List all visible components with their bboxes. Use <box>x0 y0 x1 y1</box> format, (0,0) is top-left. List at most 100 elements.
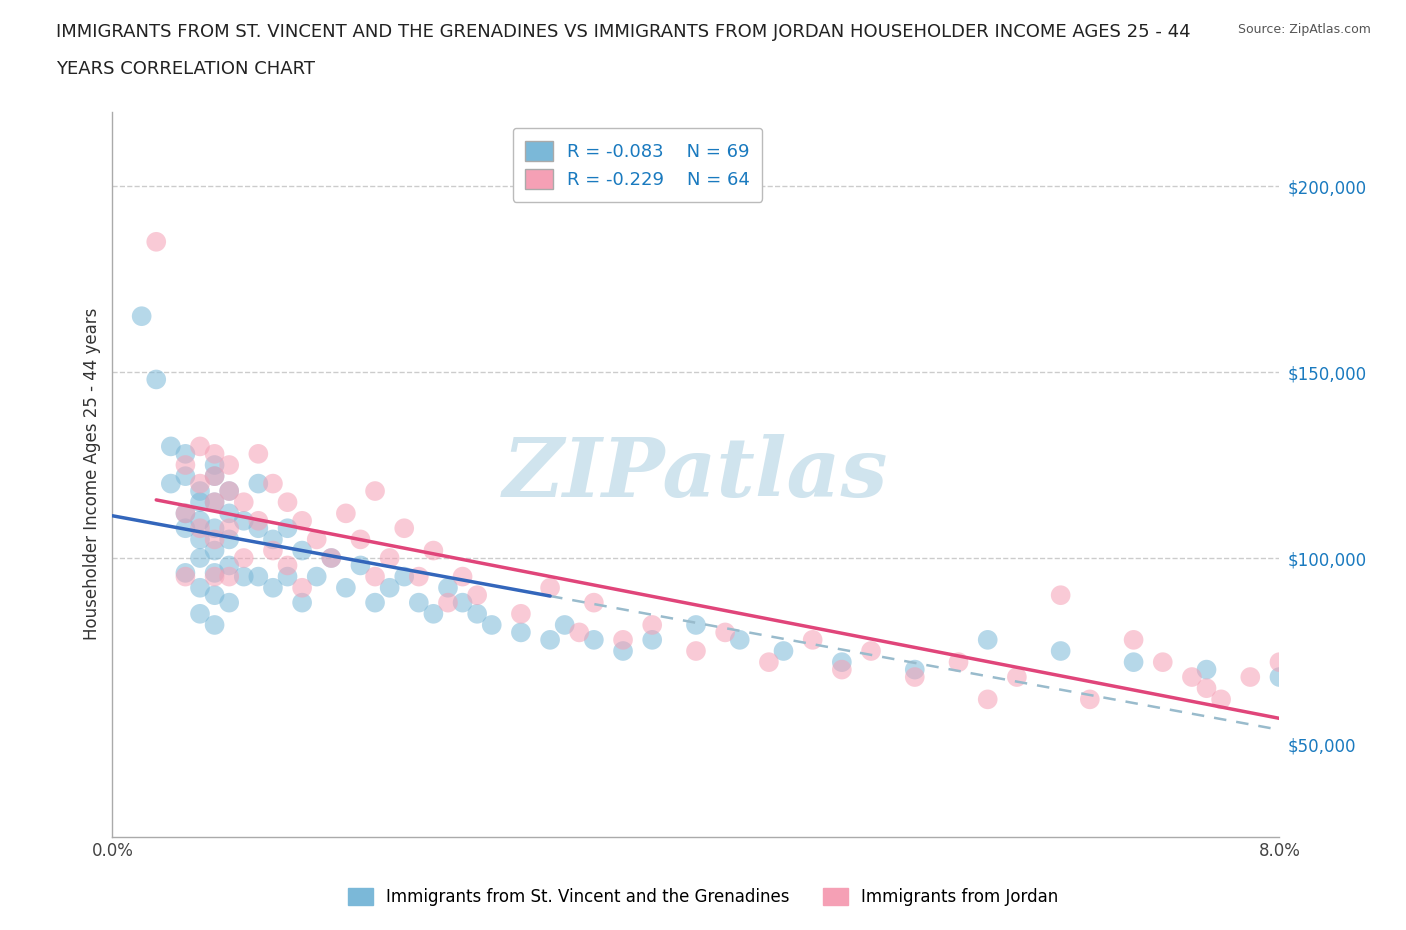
Point <box>364 595 387 610</box>
Point <box>262 580 284 595</box>
Y-axis label: Householder Income Ages 25 - 44 years: Householder Income Ages 25 - 44 years <box>83 308 101 641</box>
Point <box>554 618 576 632</box>
Point <box>188 521 211 536</box>
Point <box>204 618 226 632</box>
Point <box>218 595 240 610</box>
Point <box>394 521 416 536</box>
Point <box>831 662 853 677</box>
Point <box>349 558 371 573</box>
Point <box>204 495 226 510</box>
Point <box>1195 681 1218 696</box>
Point <box>1122 655 1144 670</box>
Point <box>305 569 328 584</box>
Point <box>247 513 270 528</box>
Point <box>612 632 634 647</box>
Text: YEARS CORRELATION CHART: YEARS CORRELATION CHART <box>56 60 315 78</box>
Point <box>305 532 328 547</box>
Point <box>685 618 707 632</box>
Point <box>582 632 605 647</box>
Point <box>1122 632 1144 647</box>
Point <box>218 484 240 498</box>
Point <box>232 495 254 510</box>
Point <box>204 469 226 484</box>
Point <box>408 569 430 584</box>
Point <box>204 521 226 536</box>
Point <box>204 495 226 510</box>
Point <box>568 625 591 640</box>
Point <box>948 655 970 670</box>
Point <box>451 569 474 584</box>
Point <box>1078 692 1101 707</box>
Point <box>218 569 240 584</box>
Point <box>291 543 314 558</box>
Point <box>451 595 474 610</box>
Point <box>218 521 240 536</box>
Point <box>188 532 211 547</box>
Legend: Immigrants from St. Vincent and the Grenadines, Immigrants from Jordan: Immigrants from St. Vincent and the Gren… <box>342 881 1064 912</box>
Point <box>1005 670 1028 684</box>
Point <box>641 618 664 632</box>
Point <box>188 580 211 595</box>
Point <box>364 484 387 498</box>
Point <box>408 595 430 610</box>
Point <box>232 569 254 584</box>
Point <box>1268 670 1291 684</box>
Text: Source: ZipAtlas.com: Source: ZipAtlas.com <box>1237 23 1371 36</box>
Point <box>481 618 503 632</box>
Point <box>364 569 387 584</box>
Point <box>335 506 357 521</box>
Point <box>758 655 780 670</box>
Point <box>685 644 707 658</box>
Point <box>291 513 314 528</box>
Point <box>204 569 226 584</box>
Point <box>976 692 998 707</box>
Point <box>831 655 853 670</box>
Point <box>262 532 284 547</box>
Point <box>262 476 284 491</box>
Point <box>321 551 343 565</box>
Point <box>1211 692 1233 707</box>
Point <box>218 532 240 547</box>
Point <box>232 513 254 528</box>
Point <box>160 476 183 491</box>
Text: IMMIGRANTS FROM ST. VINCENT AND THE GRENADINES VS IMMIGRANTS FROM JORDAN HOUSEHO: IMMIGRANTS FROM ST. VINCENT AND THE GREN… <box>56 23 1191 41</box>
Point <box>218 506 240 521</box>
Point <box>218 558 240 573</box>
Point <box>204 532 226 547</box>
Point <box>465 588 488 603</box>
Point <box>1181 670 1204 684</box>
Point <box>772 644 794 658</box>
Point <box>422 606 444 621</box>
Point <box>247 476 270 491</box>
Point <box>204 588 226 603</box>
Point <box>1049 644 1071 658</box>
Point <box>247 569 270 584</box>
Point <box>538 580 561 595</box>
Point <box>801 632 824 647</box>
Point <box>904 662 927 677</box>
Point <box>247 446 270 461</box>
Point <box>131 309 153 324</box>
Point <box>174 569 197 584</box>
Point <box>378 551 401 565</box>
Point <box>174 446 197 461</box>
Point <box>641 632 664 647</box>
Point <box>204 565 226 580</box>
Legend: R = -0.083    N = 69, R = -0.229    N = 64: R = -0.083 N = 69, R = -0.229 N = 64 <box>513 128 762 202</box>
Point <box>174 506 197 521</box>
Point <box>276 569 298 584</box>
Point <box>145 234 167 249</box>
Point <box>437 580 460 595</box>
Point <box>188 495 211 510</box>
Point <box>188 484 211 498</box>
Point <box>538 632 561 647</box>
Point <box>422 543 444 558</box>
Point <box>291 580 314 595</box>
Point <box>204 469 226 484</box>
Point <box>1049 588 1071 603</box>
Point <box>204 446 226 461</box>
Point <box>1152 655 1174 670</box>
Point <box>232 551 254 565</box>
Point <box>465 606 488 621</box>
Point <box>976 632 998 647</box>
